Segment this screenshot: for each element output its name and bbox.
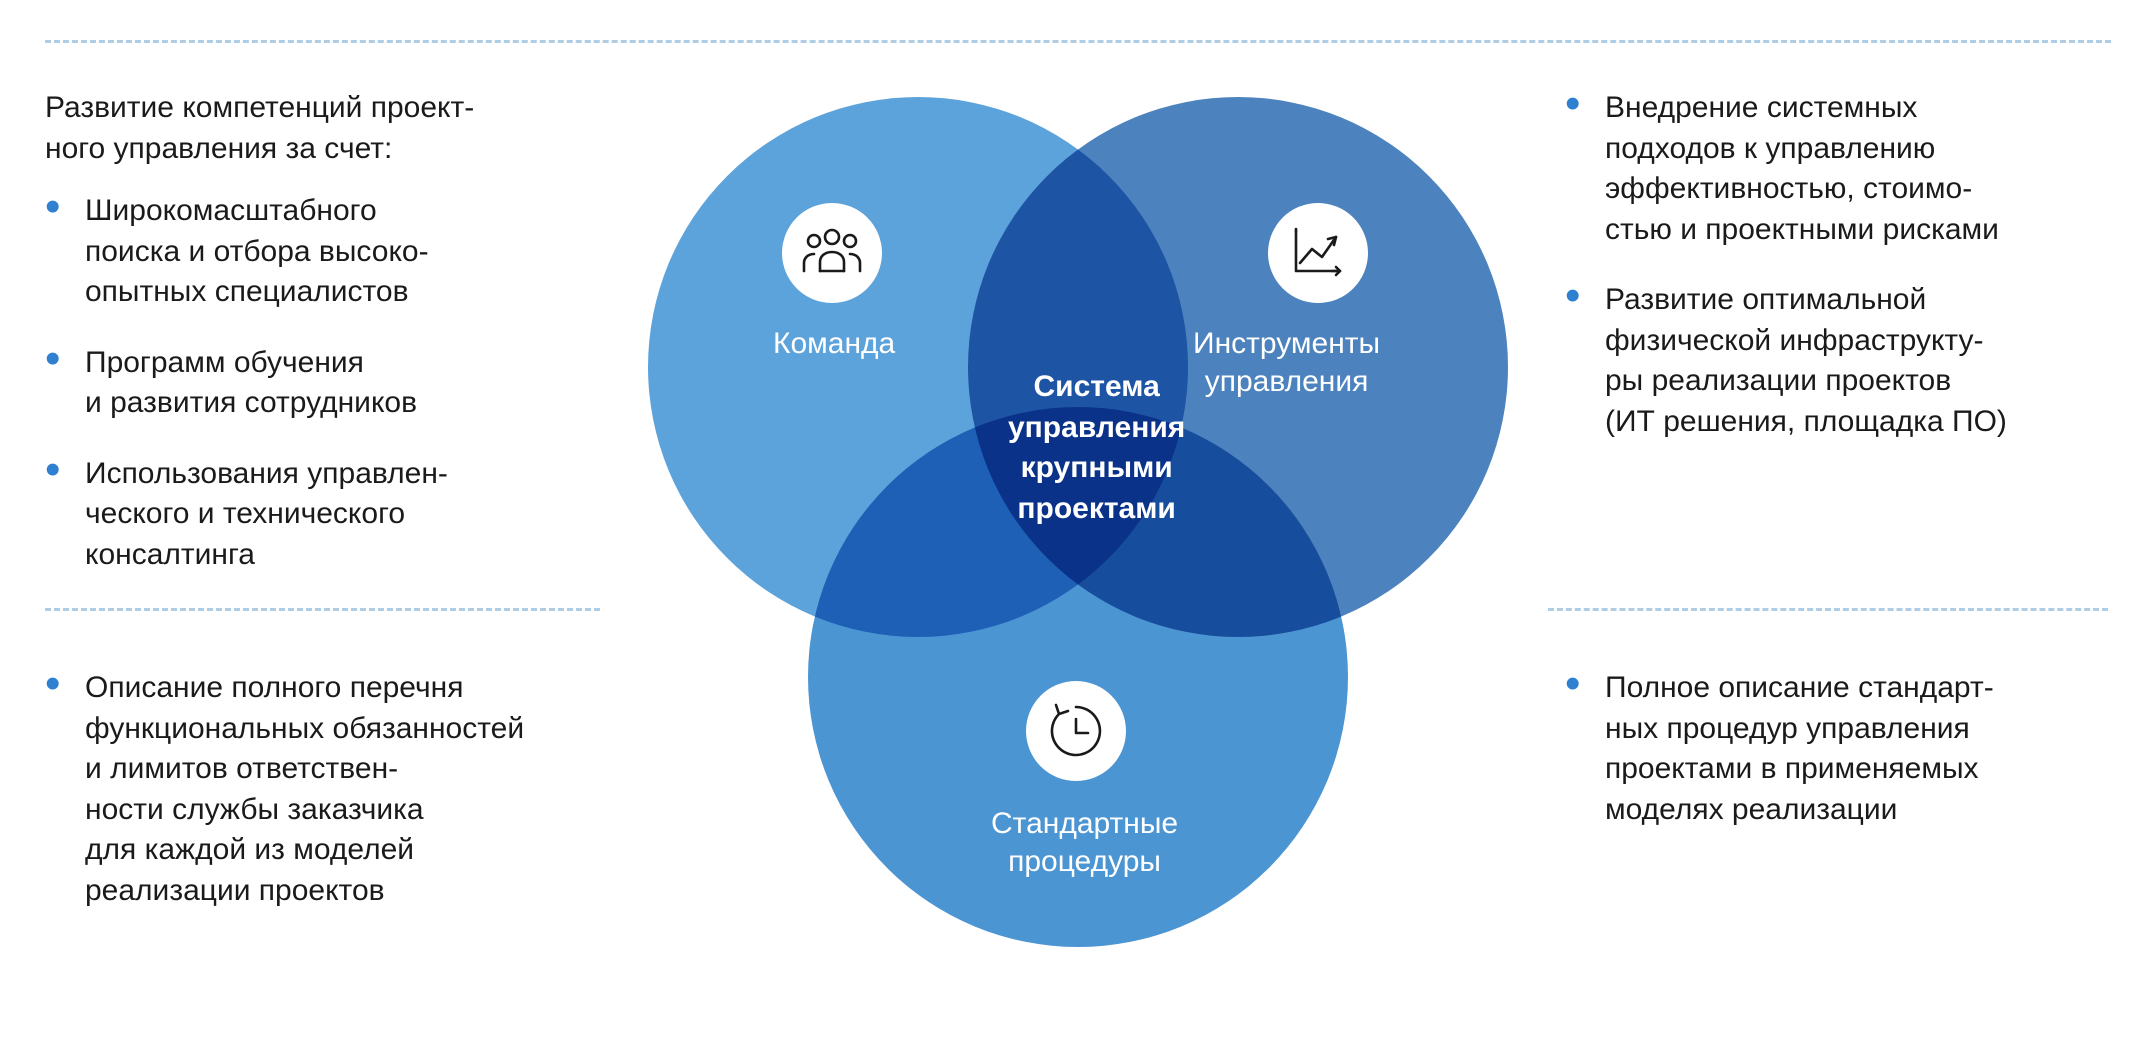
textblock-top-left: Развитие компетенций проект- ного управл… [45, 88, 565, 605]
list-item: Описание полного перечня функциональных … [45, 668, 605, 911]
list-item: Развитие оптимальной физической инфрастр… [1565, 280, 2125, 442]
list-item: Программ обучения и развития сотрудников [45, 343, 565, 424]
list-item: Широкомасштабного поиска и отбора высоко… [45, 191, 565, 313]
team-icon-badge [782, 203, 882, 303]
list-item: Полное описание стандарт- ных процедур у… [1565, 668, 2125, 830]
procedures-circle-label: Стандартные процедуры [991, 805, 1178, 880]
top-left-lead: Развитие компетенций проект- ного управл… [45, 88, 565, 169]
top-left-list: Широкомасштабного поиска и отбора высоко… [45, 191, 565, 575]
venn-center-label: Система управления крупными проектами [1008, 367, 1185, 529]
list-item: Внедрение системных подходов к управлени… [1565, 88, 2125, 250]
tools-icon-badge [1268, 203, 1368, 303]
people-icon [800, 221, 864, 285]
top-right-list: Внедрение системных подходов к управлени… [1565, 88, 2125, 442]
bottom-left-list: Описание полного перечня функциональных … [45, 668, 605, 911]
bottom-right-list: Полное описание стандарт- ных процедур у… [1565, 668, 2125, 830]
divider-bottom-left [45, 608, 600, 611]
divider-top [45, 40, 2111, 43]
tools-circle-label: Инструменты управления [1193, 325, 1380, 400]
textblock-top-right: Внедрение системных подходов к управлени… [1565, 88, 2125, 472]
venn-diagram: Команда Инструменты управления [628, 77, 1528, 977]
procedures-icon-badge [1026, 681, 1126, 781]
diagram-canvas: Команда Инструменты управления [0, 0, 2156, 1054]
chart-icon [1286, 221, 1350, 285]
textblock-bottom-left: Описание полного перечня функциональных … [45, 668, 605, 941]
textblock-bottom-right: Полное описание стандарт- ных процедур у… [1565, 668, 2125, 860]
divider-bottom-right [1548, 608, 2108, 611]
team-circle-label: Команда [773, 325, 895, 363]
list-item: Использования управлен- ческого и технич… [45, 454, 565, 576]
clock-refresh-icon [1044, 699, 1108, 763]
